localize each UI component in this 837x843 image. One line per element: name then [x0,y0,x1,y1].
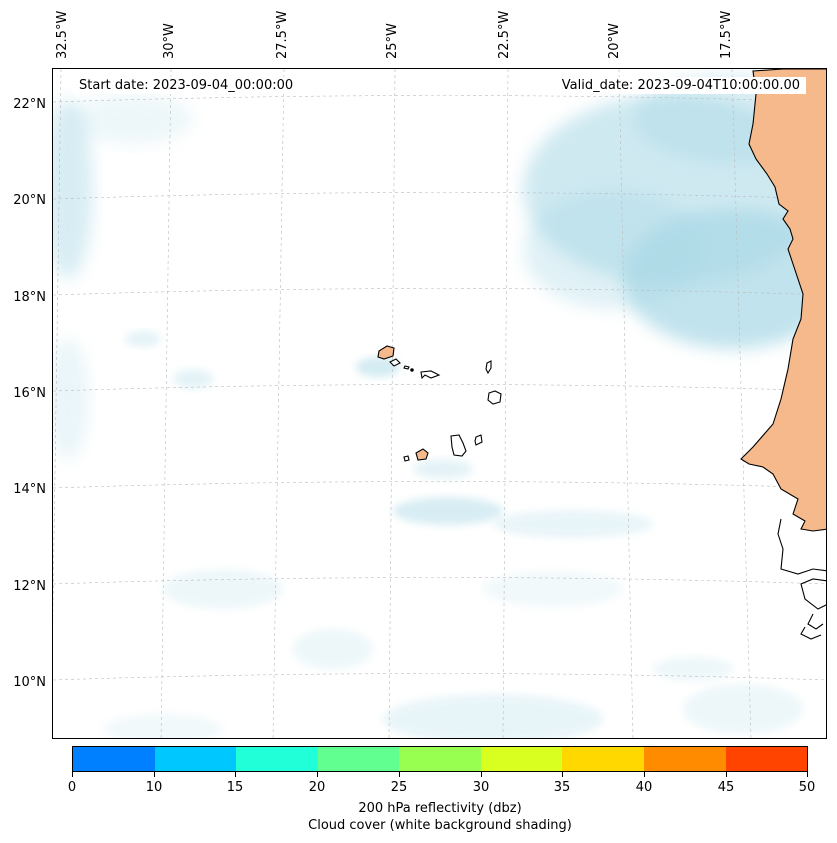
lon-label-25w: 25°W [385,23,400,59]
cloud-patch [383,694,603,738]
cloud-patch [293,629,373,669]
island-maio [474,434,483,446]
colorbar-tick [726,772,727,777]
colorbar [72,746,808,772]
lon-label-27-5w: 27.5°W [275,10,290,59]
colorbar-subtitle: Cloud cover (white background shading) [308,818,572,833]
colorbar-tick [562,772,563,777]
colorbar-tick-label: 10 [145,780,163,795]
colorbar-tick-label: 30 [472,780,490,795]
cloud-patch [413,459,473,479]
cloud-patch [173,369,213,389]
cloud-patch [163,569,283,609]
lat-label-14n: 14°N [13,482,46,497]
cloud-patch [125,331,161,347]
colorbar-segment [236,747,318,771]
lon-label-32-5w: 32.5°W [55,10,70,59]
colorbar-segment [643,747,726,771]
colorbar-tick-label: 35 [553,780,571,795]
cloud-patch [493,510,653,538]
colorbar-tick-label: 20 [308,780,326,795]
cloud-patch [73,94,193,144]
colorbar-tick [807,772,808,777]
lat-label-20n: 20°N [13,193,46,208]
lon-label-20w: 20°W [607,23,622,59]
colorbar-tick-label: 0 [67,780,77,795]
lon-label-22-5w: 22.5°W [497,10,512,59]
island-sao-nicolau [420,370,441,380]
africa-mainland [740,69,826,532]
lon-gridline [618,69,634,738]
colorbar-segment [317,747,400,771]
lon-label-30w: 30°W [162,23,177,59]
colorbar-tick-label: 15 [226,780,244,795]
lon-gridline [502,69,509,738]
gridlines [53,69,826,738]
lat-label-12n: 12°N [13,579,46,594]
island-boa-vista [487,390,502,405]
colorbar-tick-label: 50 [798,780,816,795]
lon-gridline [388,69,396,738]
lon-gridline [272,69,285,738]
cloud-patch [483,571,623,607]
island-santo-antao [377,345,395,360]
island-brava [403,455,410,462]
cloud-patch [53,339,88,459]
colorbar-segment [725,747,808,771]
colorbar-tick [235,772,236,777]
colorbar-tick [644,772,645,777]
cloud-patch [53,99,93,279]
island-sao-vicente [389,358,401,367]
lat-label-22n: 22°N [13,97,46,112]
cloud-patch [653,657,733,681]
lon-gridline [160,69,172,738]
colorbar-tick-label: 25 [390,780,408,795]
island-sal [485,360,492,375]
island-islet [410,368,414,372]
start-date-label: Start date: 2023-09-04_00:00:00 [73,77,300,94]
lat-label-16n: 16°N [13,386,46,401]
colorbar-segment [480,747,563,771]
lon-gridline [731,69,752,738]
colorbar-tick [481,772,482,777]
cape-verde-islands [377,345,502,462]
lat-gridline [53,481,826,489]
lat-label-18n: 18°N [13,290,46,305]
colorbar-segment [154,747,237,771]
colorbar-segment [562,747,644,771]
colorbar-tick [317,772,318,777]
cloud-patch [103,714,223,738]
cloud-cover-layer [53,74,826,738]
map-panel[interactable]: Start date: 2023-09-04_00:00:00 Valid_da… [52,68,827,739]
cloud-patch [356,357,400,377]
colorbar-title: 200 hPa reflectivity (dbz) [358,801,522,816]
colorbar-tick [154,772,155,777]
valid-date-label: Valid_date: 2023-09-04T10:00:00.00 [555,77,806,94]
island-santiago [450,434,467,457]
cloud-patch [683,684,803,734]
island-fogo [415,448,429,461]
lat-gridline [53,384,826,392]
colorbar-tick [72,772,73,777]
map-canvas [53,69,826,738]
colorbar-segment [73,747,155,771]
colorbar-tick-label: 40 [635,780,653,795]
colorbar-segment [399,747,481,771]
cloud-patch [523,189,703,309]
coastline-detail [777,518,826,640]
colorbar-tick-label: 45 [717,780,735,795]
island-santa-luzia [403,365,410,370]
lat-label-10n: 10°N [13,675,46,690]
colorbar-tick [399,772,400,777]
lon-label-17-5w: 17.5°W [719,10,734,59]
cloud-patch [393,497,503,525]
